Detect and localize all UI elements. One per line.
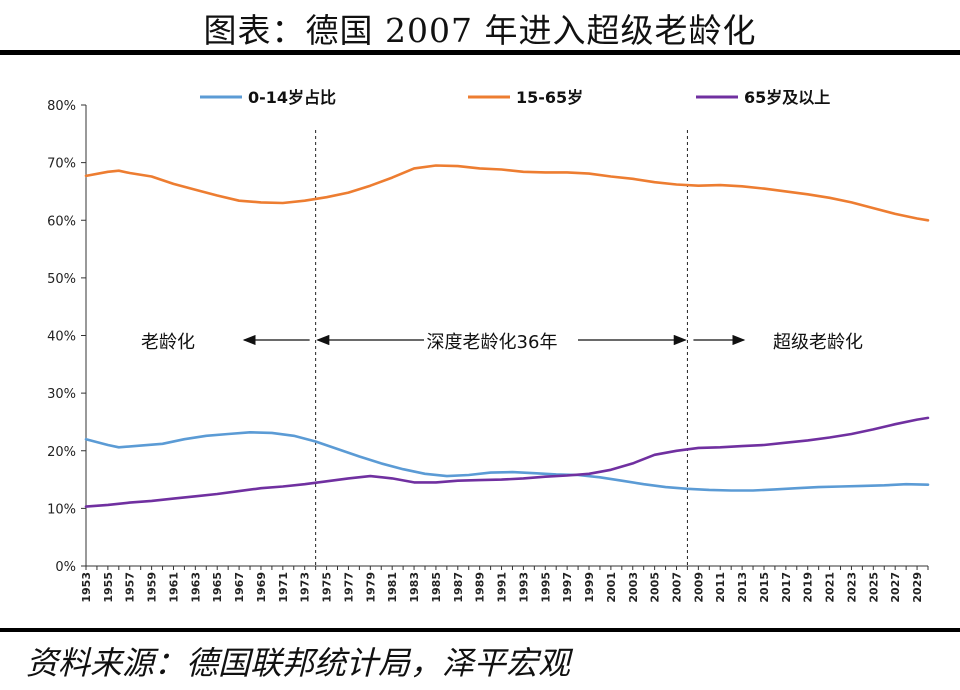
x-tick-label: 2011	[714, 572, 727, 603]
x-tick-label: 1963	[189, 572, 202, 603]
legend-label-1: 0-14岁占比	[248, 88, 336, 107]
legend-label-2: 15-65岁	[516, 88, 583, 107]
line-chart: 0-14岁占比 15-65岁 65岁及以上 0% 10% 20% 30% 40% 50% 60%…	[47, 88, 930, 603]
x-tick-label: 2013	[736, 572, 749, 603]
x-tick-label: 2025	[867, 572, 880, 603]
x-tick-label: 2007	[670, 572, 683, 603]
x-tick-label: 2027	[889, 572, 902, 603]
x-tick-label: 1971	[277, 572, 290, 603]
x-tick-label: 1993	[517, 572, 530, 603]
y-tick-label: 0%	[55, 560, 76, 575]
x-tick-label: 1961	[167, 572, 180, 603]
x-tick-label: 1983	[408, 572, 421, 603]
x-tick-label: 1977	[342, 572, 355, 603]
x-tick-label: 2019	[802, 572, 815, 603]
x-tick-label: 1997	[561, 572, 574, 603]
x-tick-label: 1999	[583, 572, 596, 603]
y-tick-label: 60%	[47, 214, 76, 229]
page-title: 图表：德国 2007 年进入超级老龄化	[203, 11, 757, 50]
x-tick-label: 1981	[386, 572, 399, 603]
x-tick-label: 2021	[824, 572, 837, 603]
title-divider	[0, 50, 960, 55]
x-tick-label: 1979	[364, 572, 377, 603]
source-note: 资料来源：德国联邦统计局，泽平宏观	[26, 644, 571, 682]
x-tick-label: 1955	[102, 572, 115, 603]
x-tick-label: 1967	[233, 572, 246, 603]
chart-series	[84, 164, 930, 508]
x-tick-label: 2017	[780, 572, 793, 603]
x-tick-label: 1985	[430, 572, 443, 603]
x-tick-label: 2015	[758, 572, 771, 603]
y-tick-label: 10%	[47, 502, 76, 517]
series-line-2	[84, 164, 930, 222]
chart-legend: 0-14岁占比 15-65岁 65岁及以上	[200, 88, 830, 107]
x-tick-label: 2023	[845, 572, 858, 603]
chart-annotations: 老龄化 深度老龄化36年 超级老龄化	[141, 332, 863, 353]
x-tick-label: 2003	[627, 572, 640, 603]
legend-label-3: 65岁及以上	[744, 88, 830, 107]
footer-divider	[0, 628, 960, 632]
x-tick-label: 1989	[474, 572, 487, 603]
x-tick-label: 1957	[124, 572, 137, 603]
y-tick-label: 50%	[47, 272, 76, 287]
x-tick-label: 2005	[649, 572, 662, 603]
annotation-label-3: 超级老龄化	[773, 332, 863, 353]
x-tick-label: 1991	[496, 572, 509, 603]
x-tick-label: 1965	[211, 572, 224, 603]
x-tick-label: 2001	[605, 572, 618, 603]
y-tick-label: 80%	[47, 99, 76, 114]
x-tick-label: 1987	[452, 572, 465, 603]
series-line-1	[84, 430, 930, 492]
y-tick-label: 30%	[47, 387, 76, 402]
x-tick-label: 1953	[80, 572, 93, 603]
chart-axes: 0% 10% 20% 30% 40% 50% 60% 70% 80% 1953 1955 1957 19…	[47, 99, 929, 603]
x-tick-label: 1975	[321, 572, 334, 603]
y-tick-label: 40%	[47, 330, 76, 345]
annotation-label-2: 深度老龄化36年	[427, 332, 558, 353]
x-tick-label: 1995	[539, 572, 552, 603]
y-tick-label: 20%	[47, 445, 76, 460]
annotation-label-1: 老龄化	[141, 332, 195, 353]
series-line-3	[84, 416, 930, 508]
x-tick-label: 1969	[255, 572, 268, 603]
reference-lines	[315, 130, 688, 566]
x-tick-label: 1973	[299, 572, 312, 603]
y-tick-label: 70%	[47, 157, 76, 172]
x-tick-label: 1959	[146, 572, 159, 603]
x-tick-label: 2029	[911, 572, 924, 603]
x-tick-label: 2009	[692, 572, 705, 603]
